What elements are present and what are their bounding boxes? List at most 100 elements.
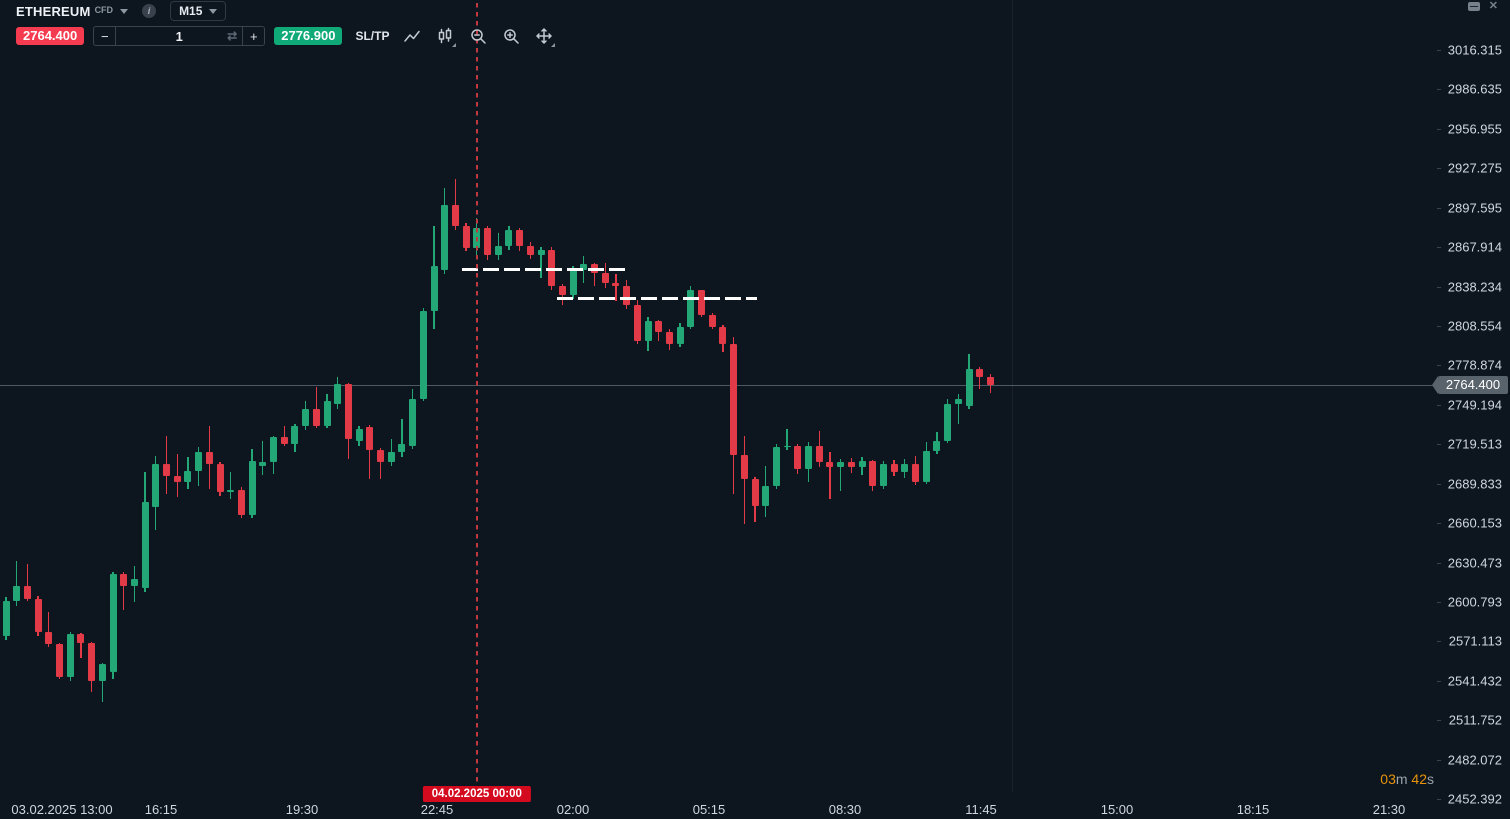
candle [826,461,834,467]
price-axis-label: 2600.793 [1447,594,1502,610]
symbol-name[interactable]: ETHEREUM [16,3,91,19]
time-axis-label: 21:30 [1372,802,1406,817]
zoom-out-icon[interactable] [468,26,488,46]
quantity-decrease-button[interactable]: − [94,27,117,45]
resistance-dashed-line[interactable] [557,297,758,301]
price-axis-tick [1437,128,1441,130]
candle-wick [315,386,317,428]
time-axis-label: 19:30 [285,802,319,817]
candle [227,490,235,492]
symbol-dropdown-caret-icon[interactable] [120,8,129,14]
candle [237,490,245,516]
trend-line-icon[interactable] [402,26,422,46]
price-axis-tick [1437,404,1441,406]
candle [430,266,438,312]
candle [98,664,106,682]
sltp-button[interactable]: SL/TP [355,29,390,43]
minimize-icon[interactable] [1467,1,1480,11]
price-axis-tick [1437,523,1441,525]
dropdown-corner-icon [551,43,556,47]
candle [698,290,705,316]
candle-wick [26,564,29,602]
day-separator-label: 04.02.2025 00:00 [422,786,531,802]
price-axis-label: 2808.554 [1447,318,1502,334]
price-axis-label: 2927.275 [1447,160,1502,176]
candle-wick [615,273,617,302]
candle [569,270,577,296]
candle [858,460,866,467]
candle-wick [593,262,596,287]
candle [195,451,203,471]
day-separator-line[interactable] [475,3,478,786]
price-axis-tick [1437,444,1441,446]
price-axis-tick [1437,247,1441,249]
quantity-stepper: − 1 ⇄ + [93,26,266,46]
candle [805,445,812,469]
price-axis-label: 2660.153 [1447,515,1502,531]
price-axis-tick [1437,286,1441,288]
candle [66,634,74,678]
price-axis-label: 2452.392 [1447,791,1502,807]
candle [366,427,374,451]
candle [34,599,42,633]
instrument-header: ETHEREUM CFD i M15 [16,1,227,21]
candle [205,451,213,464]
candle [120,574,128,587]
price-axis-label: 2630.473 [1447,555,1502,571]
price-axis-tick [1437,207,1441,209]
instrument-type-badge: CFD [94,5,114,15]
quantity-sync-icon[interactable]: ⇄ [227,29,238,43]
buy-button[interactable]: 2776.900 [274,27,343,45]
sell-button[interactable]: 2764.400 [16,27,85,45]
candle [56,644,63,678]
timeframe-value: M15 [179,4,203,18]
countdown-seconds: 42 [1411,771,1427,787]
price-axis-label: 2956.955 [1447,121,1502,137]
candle-wick [540,247,542,279]
quantity-increase-button[interactable]: + [242,27,264,45]
price-axis-label: 2986.635 [1447,81,1502,97]
candle-wick [786,428,788,451]
candle [184,470,192,482]
candle-wick [16,561,18,606]
time-axis-label: 22:45 [420,802,454,817]
candle [612,283,620,287]
candle [462,225,470,249]
candle [558,286,566,296]
candle [13,586,21,602]
candle [665,332,673,344]
candle [601,273,609,284]
resistance-dashed-line[interactable] [461,268,626,272]
price-axis-label: 2511.752 [1448,712,1502,728]
price-axis-tick [1437,365,1441,367]
candle [719,326,727,344]
close-icon[interactable]: ✕ [1488,0,1498,12]
candle [109,574,117,673]
candle [837,461,845,467]
candle-wick [48,612,50,648]
info-icon[interactable]: i [142,4,157,18]
candle [173,475,181,482]
candle-wick [283,425,285,447]
candlestick-style-icon[interactable] [435,26,457,47]
timeframe-selector[interactable]: M15 [170,1,227,21]
current-price-tag: 2764.400 [1432,375,1508,394]
price-axis-tick [1437,799,1441,801]
candle [965,368,973,407]
candle-wick [123,572,125,610]
quantity-field[interactable]: 1 ⇄ [116,27,242,45]
price-axis-label: 2778.874 [1447,357,1502,373]
candle [45,632,53,645]
window-controls: ✕ [1467,0,1498,12]
candle [783,445,791,448]
candle [259,461,267,467]
price-axis-label: 2867.914 [1447,239,1502,255]
move-crosshair-icon[interactable] [534,26,556,47]
candle [676,326,684,344]
candle-wick [829,451,831,499]
candle [141,501,149,589]
candle [334,383,342,404]
zoom-in-icon[interactable] [501,26,521,46]
countdown-minutes-unit: m [1395,771,1408,787]
candle [280,436,288,444]
